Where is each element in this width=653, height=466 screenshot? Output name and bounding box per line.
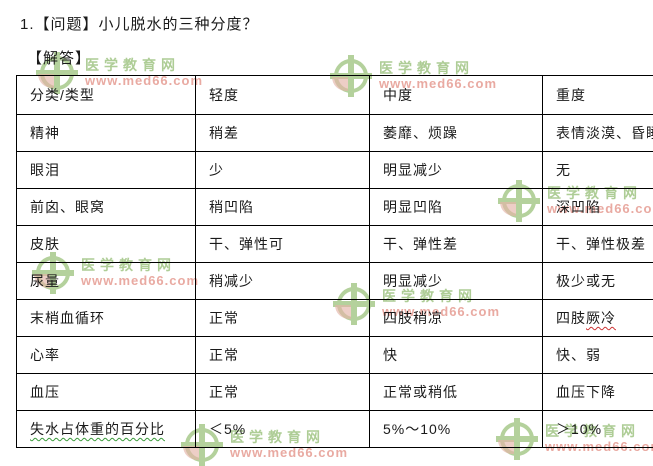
header-cell-moderate: 中度 <box>370 76 543 115</box>
question-text: 小儿脱水的三种分度？ <box>99 16 259 33</box>
header-cell-mild: 轻度 <box>196 76 370 115</box>
cell-severe: 血压下降 <box>543 374 653 411</box>
answer-tag: 【解答】 <box>27 50 91 67</box>
table-header-row: 分类/类型 轻度 中度 重度 <box>17 76 653 115</box>
cell-moderate: 正常或稍低 <box>370 374 543 411</box>
table-row: 皮肤 干、弹性可 干、弹性差 干、弹性极差 <box>17 226 653 263</box>
cell-mild: 稍减少 <box>196 263 370 300</box>
table-row: 前囟、眼窝 稍凹陷 明显凹陷 深凹陷 <box>17 189 653 226</box>
table-row: 失水占体重的百分比 ＜5% 5%～10% ＞10% <box>17 411 653 448</box>
watermark-site-name: 医学教育网 <box>85 58 203 73</box>
table-row: 眼泪 少 明显减少 无 <box>17 152 653 189</box>
cell-moderate: 萎靡、烦躁 <box>370 115 543 152</box>
cell-moderate: 5%～10% <box>370 411 543 448</box>
cell-moderate: 明显减少 <box>370 263 543 300</box>
watermark-site-name: 医学教育网 <box>379 61 497 76</box>
question-line: 1.【问题】小儿脱水的三种分度？ <box>20 13 259 34</box>
cell-severe: 四肢厥冷 <box>543 300 653 337</box>
table-row: 末梢血循环 正常 四肢稍凉 四肢厥冷 <box>17 300 653 337</box>
row-label: 末梢血循环 <box>17 300 196 337</box>
cell-severe: ＞10% <box>543 411 653 448</box>
spellcheck-flagged-text: 厥冷 <box>586 310 616 326</box>
row-label: 前囟、眼窝 <box>17 189 196 226</box>
cell-mild: ＜5% <box>196 411 370 448</box>
cell-moderate: 快 <box>370 337 543 374</box>
answer-line: 【解答】 <box>27 47 91 68</box>
row-label: 眼泪 <box>17 152 196 189</box>
cell-severe: 干、弹性极差 <box>543 226 653 263</box>
question-tag: 【问题】 <box>35 16 99 33</box>
cell-severe: 表情淡漠、昏睡昏迷 <box>543 115 653 152</box>
cell-mild: 少 <box>196 152 370 189</box>
table-row: 尿量 稍减少 明显减少 极少或无 <box>17 263 653 300</box>
cell-severe: 无 <box>543 152 653 189</box>
header-cell-severe: 重度 <box>543 76 653 115</box>
cell-moderate: 四肢稍凉 <box>370 300 543 337</box>
cell-severe: 快、弱 <box>543 337 653 374</box>
cell-mild: 正常 <box>196 374 370 411</box>
cell-severe: 极少或无 <box>543 263 653 300</box>
cell-severe: 深凹陷 <box>543 189 653 226</box>
cell-moderate: 干、弹性差 <box>370 226 543 263</box>
cell-moderate: 明显凹陷 <box>370 189 543 226</box>
cell-mild: 稍凹陷 <box>196 189 370 226</box>
row-label: 皮肤 <box>17 226 196 263</box>
row-label: 精神 <box>17 115 196 152</box>
header-cell-category: 分类/类型 <box>17 76 196 115</box>
cell-mild: 正常 <box>196 337 370 374</box>
table-row: 精神 稍差 萎靡、烦躁 表情淡漠、昏睡昏迷 <box>17 115 653 152</box>
row-label: 血压 <box>17 374 196 411</box>
question-number: 1. <box>20 16 35 33</box>
row-label: 失水占体重的百分比 <box>17 411 196 448</box>
row-label: 尿量 <box>17 263 196 300</box>
table-row: 血压 正常 正常或稍低 血压下降 <box>17 374 653 411</box>
cell-moderate: 明显减少 <box>370 152 543 189</box>
dehydration-grading-table: 分类/类型 轻度 中度 重度 精神 稍差 萎靡、烦躁 表情淡漠、昏睡昏迷 眼泪 … <box>16 75 653 448</box>
document-page: { "page": { "question_number": "1.", "qu… <box>0 0 653 438</box>
cell-mild: 正常 <box>196 300 370 337</box>
cell-mild: 干、弹性可 <box>196 226 370 263</box>
row-label: 心率 <box>17 337 196 374</box>
cell-severe-text: 四肢 <box>556 310 586 326</box>
table-row: 心率 正常 快 快、弱 <box>17 337 653 374</box>
cell-mild: 稍差 <box>196 115 370 152</box>
grammar-flagged-text: 失水占体重的百分比 <box>30 421 165 437</box>
